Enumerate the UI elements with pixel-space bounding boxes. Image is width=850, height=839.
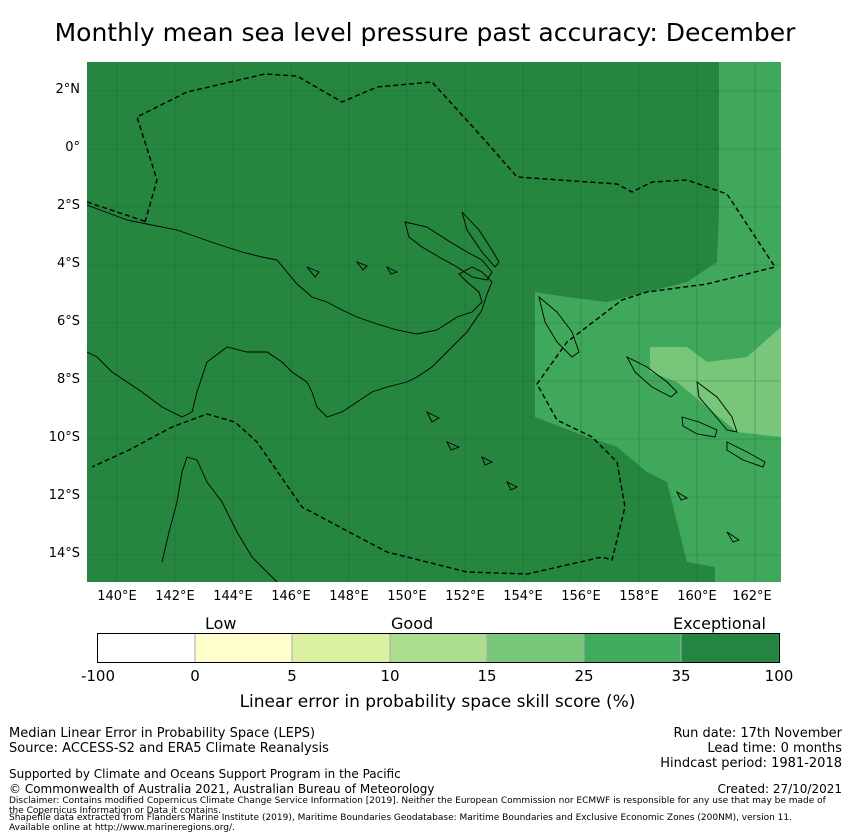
solomons-coastline-2 [696, 380, 738, 433]
legend-tick-25: 25 [574, 667, 594, 685]
legend-category-low: Low [205, 614, 237, 633]
chart-title: Monthly mean sea level pressure past acc… [54, 18, 796, 47]
footer-disclaimer-1: Disclaimer: Contains modified Copernicus… [9, 796, 826, 806]
colorbar-segment-0-5 [195, 634, 292, 662]
png-eez-boundary [91, 73, 777, 575]
lon-label-150e: 150°E [387, 589, 427, 604]
legend-title: Linear error in probability space skill … [239, 692, 636, 712]
colorbar-segment-10-15 [390, 634, 487, 662]
lon-label-152e: 152°E [445, 589, 485, 604]
legend-tick-35: 35 [671, 667, 691, 685]
lat-label-8s: 8°S [56, 372, 80, 387]
lat-label-12s: 12°S [48, 488, 80, 503]
lat-label-2n: 2°N [55, 82, 81, 97]
footer-leps: Median Linear Error in Probability Space… [9, 726, 316, 741]
solomons-coastline-3 [681, 416, 718, 438]
lat-label-0: 0° [65, 140, 80, 155]
colorbar-segment-25-35 [584, 634, 681, 662]
lon-label-160e: 160°E [677, 589, 717, 604]
colorbar [97, 633, 780, 663]
legend-tick-5: 5 [287, 667, 297, 685]
lon-label-154e: 154°E [503, 589, 543, 604]
bougainville-coastline [538, 295, 580, 358]
skill-band-25-35 [535, 62, 781, 582]
colorbar-segment-5-10 [292, 634, 390, 662]
footer-disclaimer-4: Available online at http://www.marinereg… [9, 823, 235, 833]
footer-created: Created: 27/10/2021 [717, 782, 842, 796]
lat-label-4s: 4°S [56, 256, 80, 271]
footer-run-date: Run date: 17th November [673, 726, 842, 741]
legend-tick-100: 100 [764, 667, 794, 685]
legend-tick-15: 15 [477, 667, 497, 685]
footer-supported: Supported by Climate and Oceans Support … [9, 767, 401, 781]
legend-category-exceptional: Exceptional [673, 614, 766, 633]
lon-label-146e: 146°E [271, 589, 311, 604]
new-guinea-coastline [87, 204, 493, 418]
lon-label-156e: 156°E [561, 589, 601, 604]
footer-source: Source: ACCESS-S2 and ERA5 Climate Reana… [9, 741, 329, 756]
footer-disclaimer-2: the Copernicus Information or Data it co… [9, 806, 221, 816]
colorbar-segment-35-100 [681, 634, 779, 662]
eez-boundaries [87, 73, 777, 575]
footer-hindcast: Hindcast period: 1981-2018 [660, 756, 842, 771]
lat-label-2s: 2°S [56, 198, 80, 213]
solomons-coastline-1 [625, 355, 678, 398]
lon-label-158e: 158°E [619, 589, 659, 604]
lat-label-10s: 10°S [48, 430, 80, 445]
footer-copyright: © Commonwealth of Australia 2021, Austra… [9, 782, 435, 796]
lon-label-140e: 140°E [97, 589, 137, 604]
islands-small [306, 260, 741, 543]
coastlines [87, 204, 766, 582]
solomons-coastline-4 [726, 441, 766, 468]
lon-label-148e: 148°E [329, 589, 369, 604]
new-britain-coastline [404, 221, 493, 281]
legend-tick-10: 10 [380, 667, 400, 685]
lat-label-6s: 6°S [56, 314, 80, 329]
map-panel [87, 62, 781, 582]
skill-band-15-25 [650, 327, 781, 437]
new-ireland-coastline [461, 211, 500, 268]
colorbar-segment-15-25 [487, 634, 584, 662]
footer-lead-time: Lead time: 0 months [707, 741, 842, 756]
legend-tick-0: 0 [190, 667, 200, 685]
lat-label-14s: 14°S [48, 546, 80, 561]
lon-label-162e: 162°E [732, 589, 772, 604]
lon-label-142e: 142°E [155, 589, 195, 604]
australia-eez-boundary [87, 201, 148, 223]
lon-label-144e: 144°E [213, 589, 253, 604]
australia-coastline [161, 456, 278, 582]
footer-disclaimer-3: Shapefile data extracted from Flanders M… [9, 813, 792, 823]
legend-category-good: Good [391, 614, 434, 633]
legend-tick-neg100: -100 [80, 667, 116, 685]
colorbar-segment-neg100-0 [98, 634, 195, 662]
